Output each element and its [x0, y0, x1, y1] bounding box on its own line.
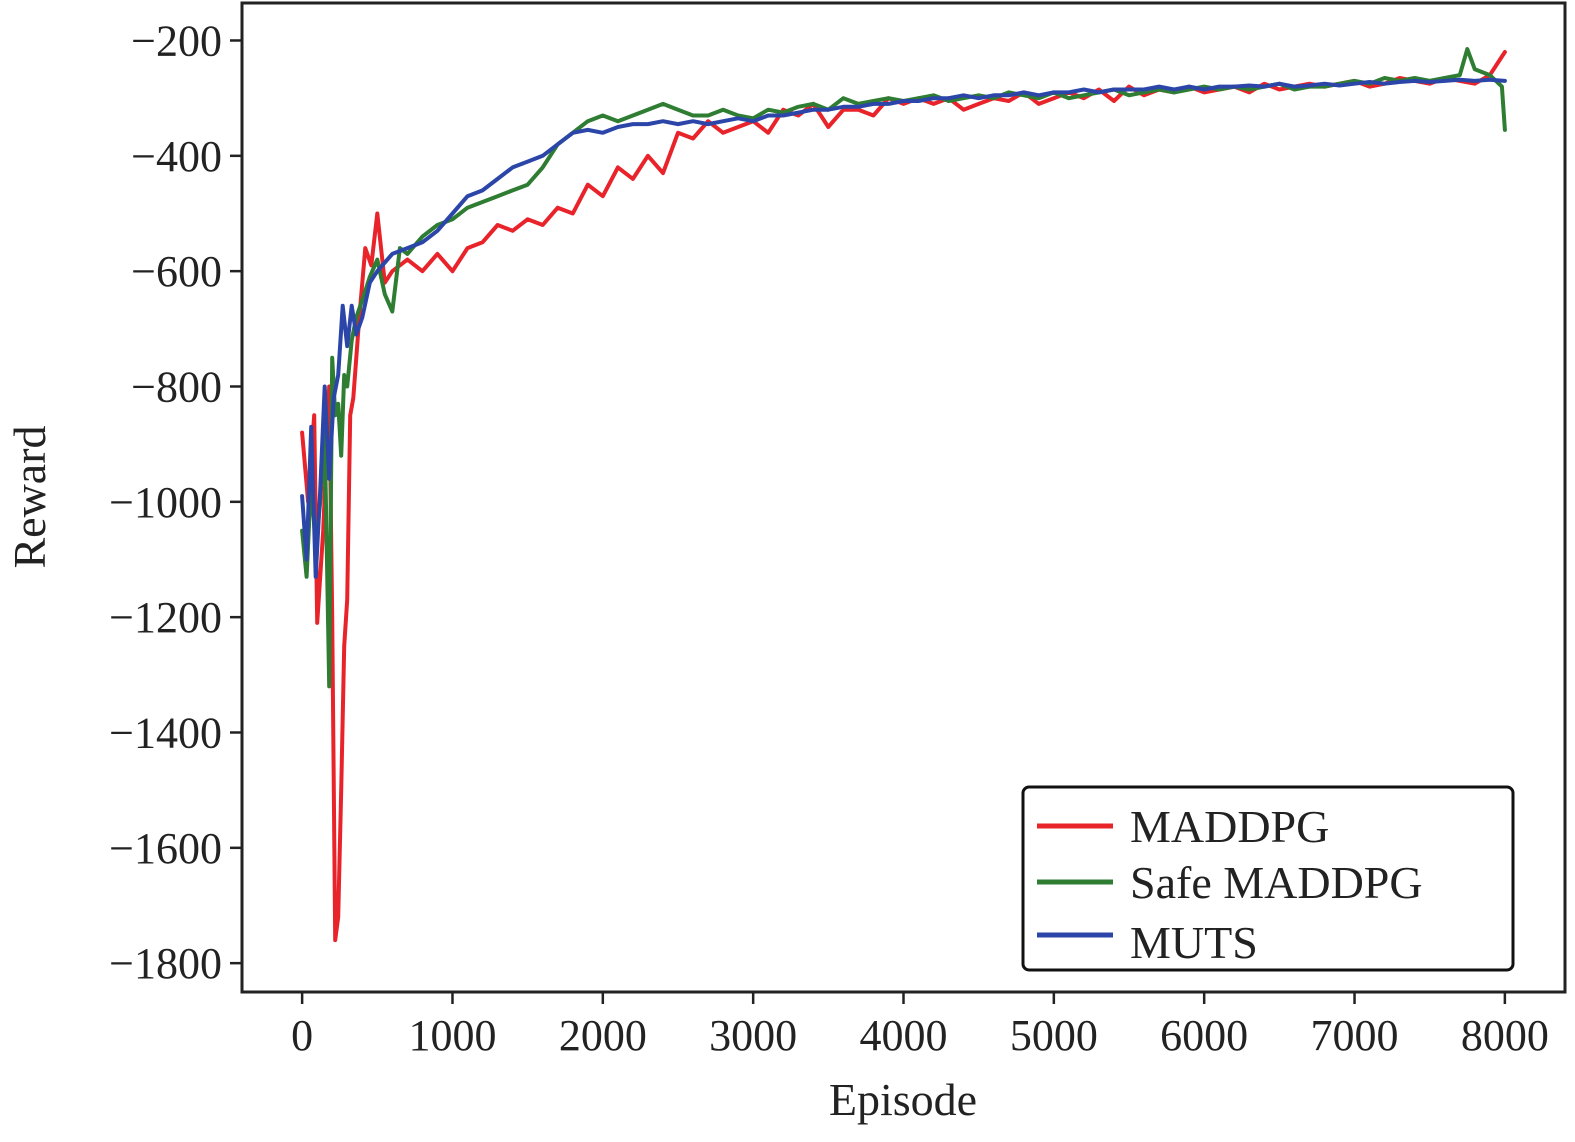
x-tick-label: 5000: [1010, 1011, 1098, 1060]
x-tick-label: 4000: [860, 1011, 948, 1060]
legend-label-muts: MUTS: [1130, 917, 1258, 968]
x-tick-label: 0: [291, 1011, 313, 1060]
legend-box: [1021, 785, 1515, 972]
y-tick-label: −1200: [109, 593, 222, 642]
y-tick-label: −800: [131, 362, 222, 411]
legend-label-maddpg: MADDPG: [1130, 801, 1329, 852]
legend: MADDPG Safe MADDPG MUTS: [1021, 785, 1515, 972]
y-tick-label: −1800: [109, 939, 222, 988]
y-tick-label: −200: [131, 16, 222, 65]
x-tick-label: 3000: [709, 1011, 797, 1060]
x-tick-label: 6000: [1160, 1011, 1248, 1060]
plot-frame: [240, 1, 1567, 994]
x-tick-label: 2000: [559, 1011, 647, 1060]
legend-label-safe-maddpg: Safe MADDPG: [1130, 857, 1423, 908]
y-tick-label: −1400: [109, 708, 222, 757]
y-tick-label: −1000: [109, 478, 222, 527]
x-axis-title: Episode: [829, 1074, 977, 1125]
series-lines: [300, 47, 1507, 943]
series-line-safe-maddpg: [300, 47, 1507, 689]
series-line-muts: [300, 77, 1507, 579]
x-tick-label: 7000: [1311, 1011, 1399, 1060]
y-axis-title: Reward: [4, 425, 55, 568]
x-tick-label: 8000: [1461, 1011, 1549, 1060]
x-tick-label: 1000: [408, 1011, 496, 1060]
y-tick-label: −400: [131, 132, 222, 181]
y-tick-label: −600: [131, 247, 222, 296]
y-tick-label: −1600: [109, 824, 222, 873]
axis-ticks: 0 1000 2000 3000 4000 5000 6000 7000 8000 −200 −40…: [109, 16, 1549, 1060]
